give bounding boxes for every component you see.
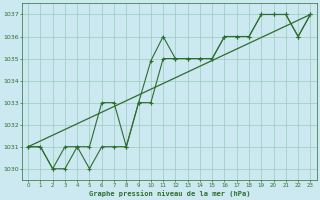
X-axis label: Graphe pression niveau de la mer (hPa): Graphe pression niveau de la mer (hPa) bbox=[89, 190, 250, 197]
